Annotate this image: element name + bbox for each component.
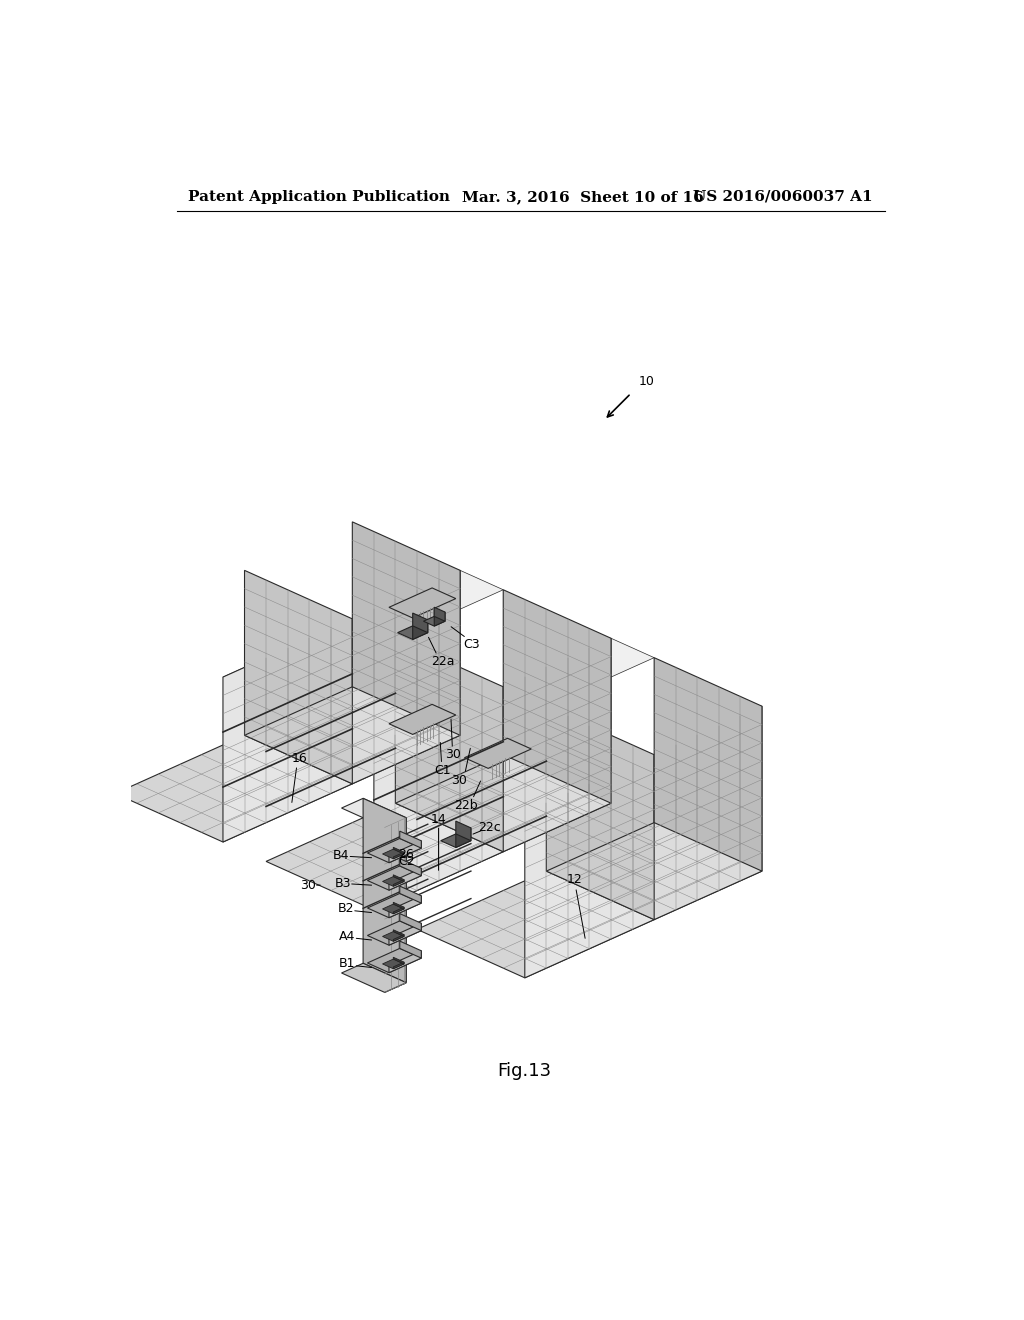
Polygon shape	[440, 834, 471, 847]
Text: 22c: 22c	[478, 821, 501, 834]
Polygon shape	[385, 818, 407, 993]
Polygon shape	[383, 849, 404, 859]
Polygon shape	[245, 686, 460, 784]
Polygon shape	[389, 587, 456, 618]
Text: 12: 12	[566, 873, 582, 886]
Polygon shape	[223, 619, 395, 697]
Polygon shape	[547, 822, 762, 920]
Polygon shape	[368, 866, 421, 890]
Polygon shape	[399, 858, 421, 875]
Polygon shape	[389, 896, 421, 917]
Text: C1: C1	[434, 764, 451, 777]
Polygon shape	[503, 639, 611, 851]
Text: 22a: 22a	[431, 655, 455, 668]
Polygon shape	[389, 923, 421, 945]
Polygon shape	[266, 803, 503, 909]
Text: 22b: 22b	[455, 799, 478, 812]
Polygon shape	[223, 619, 352, 842]
Text: C3: C3	[464, 638, 480, 651]
Polygon shape	[393, 903, 404, 909]
Polygon shape	[393, 957, 404, 964]
Text: A4: A4	[339, 931, 355, 942]
Polygon shape	[399, 886, 421, 903]
Text: 30: 30	[445, 748, 461, 762]
Polygon shape	[389, 841, 421, 863]
Polygon shape	[352, 570, 460, 784]
Polygon shape	[342, 964, 407, 993]
Polygon shape	[413, 612, 428, 632]
Polygon shape	[654, 657, 762, 871]
Polygon shape	[245, 570, 352, 784]
Polygon shape	[413, 620, 428, 639]
Polygon shape	[503, 639, 654, 706]
Polygon shape	[456, 828, 471, 847]
Polygon shape	[374, 686, 503, 909]
Polygon shape	[417, 871, 654, 978]
Text: Mar. 3, 2016  Sheet 10 of 16: Mar. 3, 2016 Sheet 10 of 16	[462, 190, 703, 203]
Polygon shape	[368, 838, 421, 863]
Text: Fig.13: Fig.13	[498, 1061, 552, 1080]
Polygon shape	[383, 932, 404, 941]
Polygon shape	[434, 607, 445, 622]
Polygon shape	[368, 894, 421, 917]
Polygon shape	[547, 706, 654, 920]
Text: B2: B2	[338, 903, 354, 916]
Polygon shape	[654, 706, 762, 920]
Polygon shape	[434, 612, 445, 626]
Polygon shape	[115, 735, 352, 842]
Polygon shape	[389, 869, 421, 890]
Polygon shape	[503, 590, 611, 803]
Polygon shape	[374, 686, 547, 764]
Polygon shape	[424, 616, 445, 626]
Polygon shape	[393, 875, 404, 882]
Polygon shape	[383, 876, 404, 886]
Polygon shape	[524, 755, 654, 978]
Polygon shape	[399, 913, 421, 931]
Polygon shape	[395, 755, 611, 851]
Text: Patent Application Publication: Patent Application Publication	[188, 190, 451, 203]
Polygon shape	[399, 941, 421, 958]
Polygon shape	[393, 847, 404, 854]
Text: 30: 30	[300, 879, 315, 891]
Polygon shape	[389, 705, 456, 734]
Polygon shape	[393, 853, 404, 859]
Polygon shape	[393, 879, 404, 886]
Text: C2: C2	[398, 855, 415, 869]
Polygon shape	[352, 521, 460, 735]
Polygon shape	[342, 799, 407, 828]
Polygon shape	[368, 948, 421, 973]
Polygon shape	[465, 738, 531, 768]
Polygon shape	[352, 570, 503, 639]
Text: 26: 26	[398, 849, 414, 861]
Polygon shape	[383, 960, 404, 969]
Polygon shape	[397, 626, 428, 639]
Text: 16: 16	[291, 752, 307, 766]
Text: US 2016/0060037 A1: US 2016/0060037 A1	[692, 190, 872, 203]
Text: 30: 30	[452, 774, 467, 787]
Polygon shape	[395, 639, 503, 851]
Polygon shape	[368, 921, 421, 945]
Polygon shape	[383, 904, 404, 913]
Polygon shape	[393, 962, 404, 969]
Text: B1: B1	[339, 957, 355, 970]
Polygon shape	[456, 821, 471, 841]
Polygon shape	[399, 832, 421, 849]
Polygon shape	[389, 950, 421, 973]
Text: 14: 14	[431, 813, 446, 826]
Polygon shape	[393, 935, 404, 941]
Polygon shape	[393, 929, 404, 936]
Text: 10: 10	[639, 375, 654, 388]
Text: B3: B3	[335, 876, 351, 890]
Text: B4: B4	[333, 849, 349, 862]
Polygon shape	[393, 907, 404, 913]
Polygon shape	[364, 799, 407, 982]
